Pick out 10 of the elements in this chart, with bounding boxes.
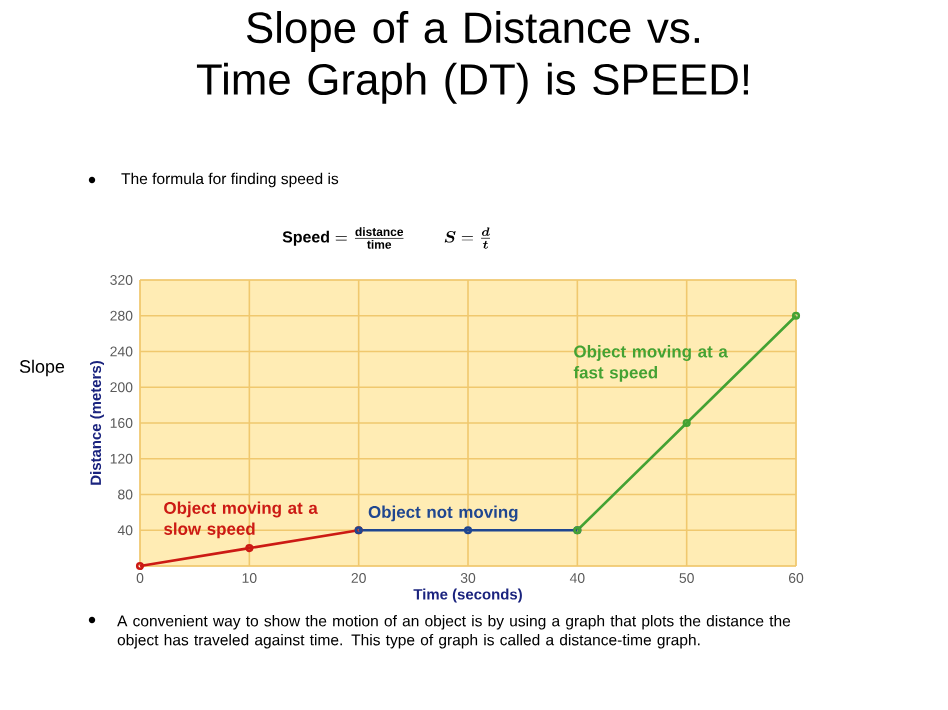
text: Slope: [19, 359, 65, 377]
annotation: Object not moving: [368, 505, 518, 522]
point: [682, 418, 691, 428]
chart-title: Slope of a Distance vs. Time Graph (DT) is SPEED!: [196, 11, 749, 104]
point: [245, 544, 254, 553]
annotation: Object moving at a slow speed: [164, 501, 318, 539]
annotation: Object moving at a fast speed: [573, 345, 728, 382]
text: $\textbf{Speed} = \frac{\textbf{distance}}{\textbf{time}}$: [282, 227, 404, 249]
point: [463, 526, 473, 535]
text: $\boldsymbol{S} = \frac{\boldsymbol{d}}{\boldsymbol{t}}$: [444, 227, 491, 249]
